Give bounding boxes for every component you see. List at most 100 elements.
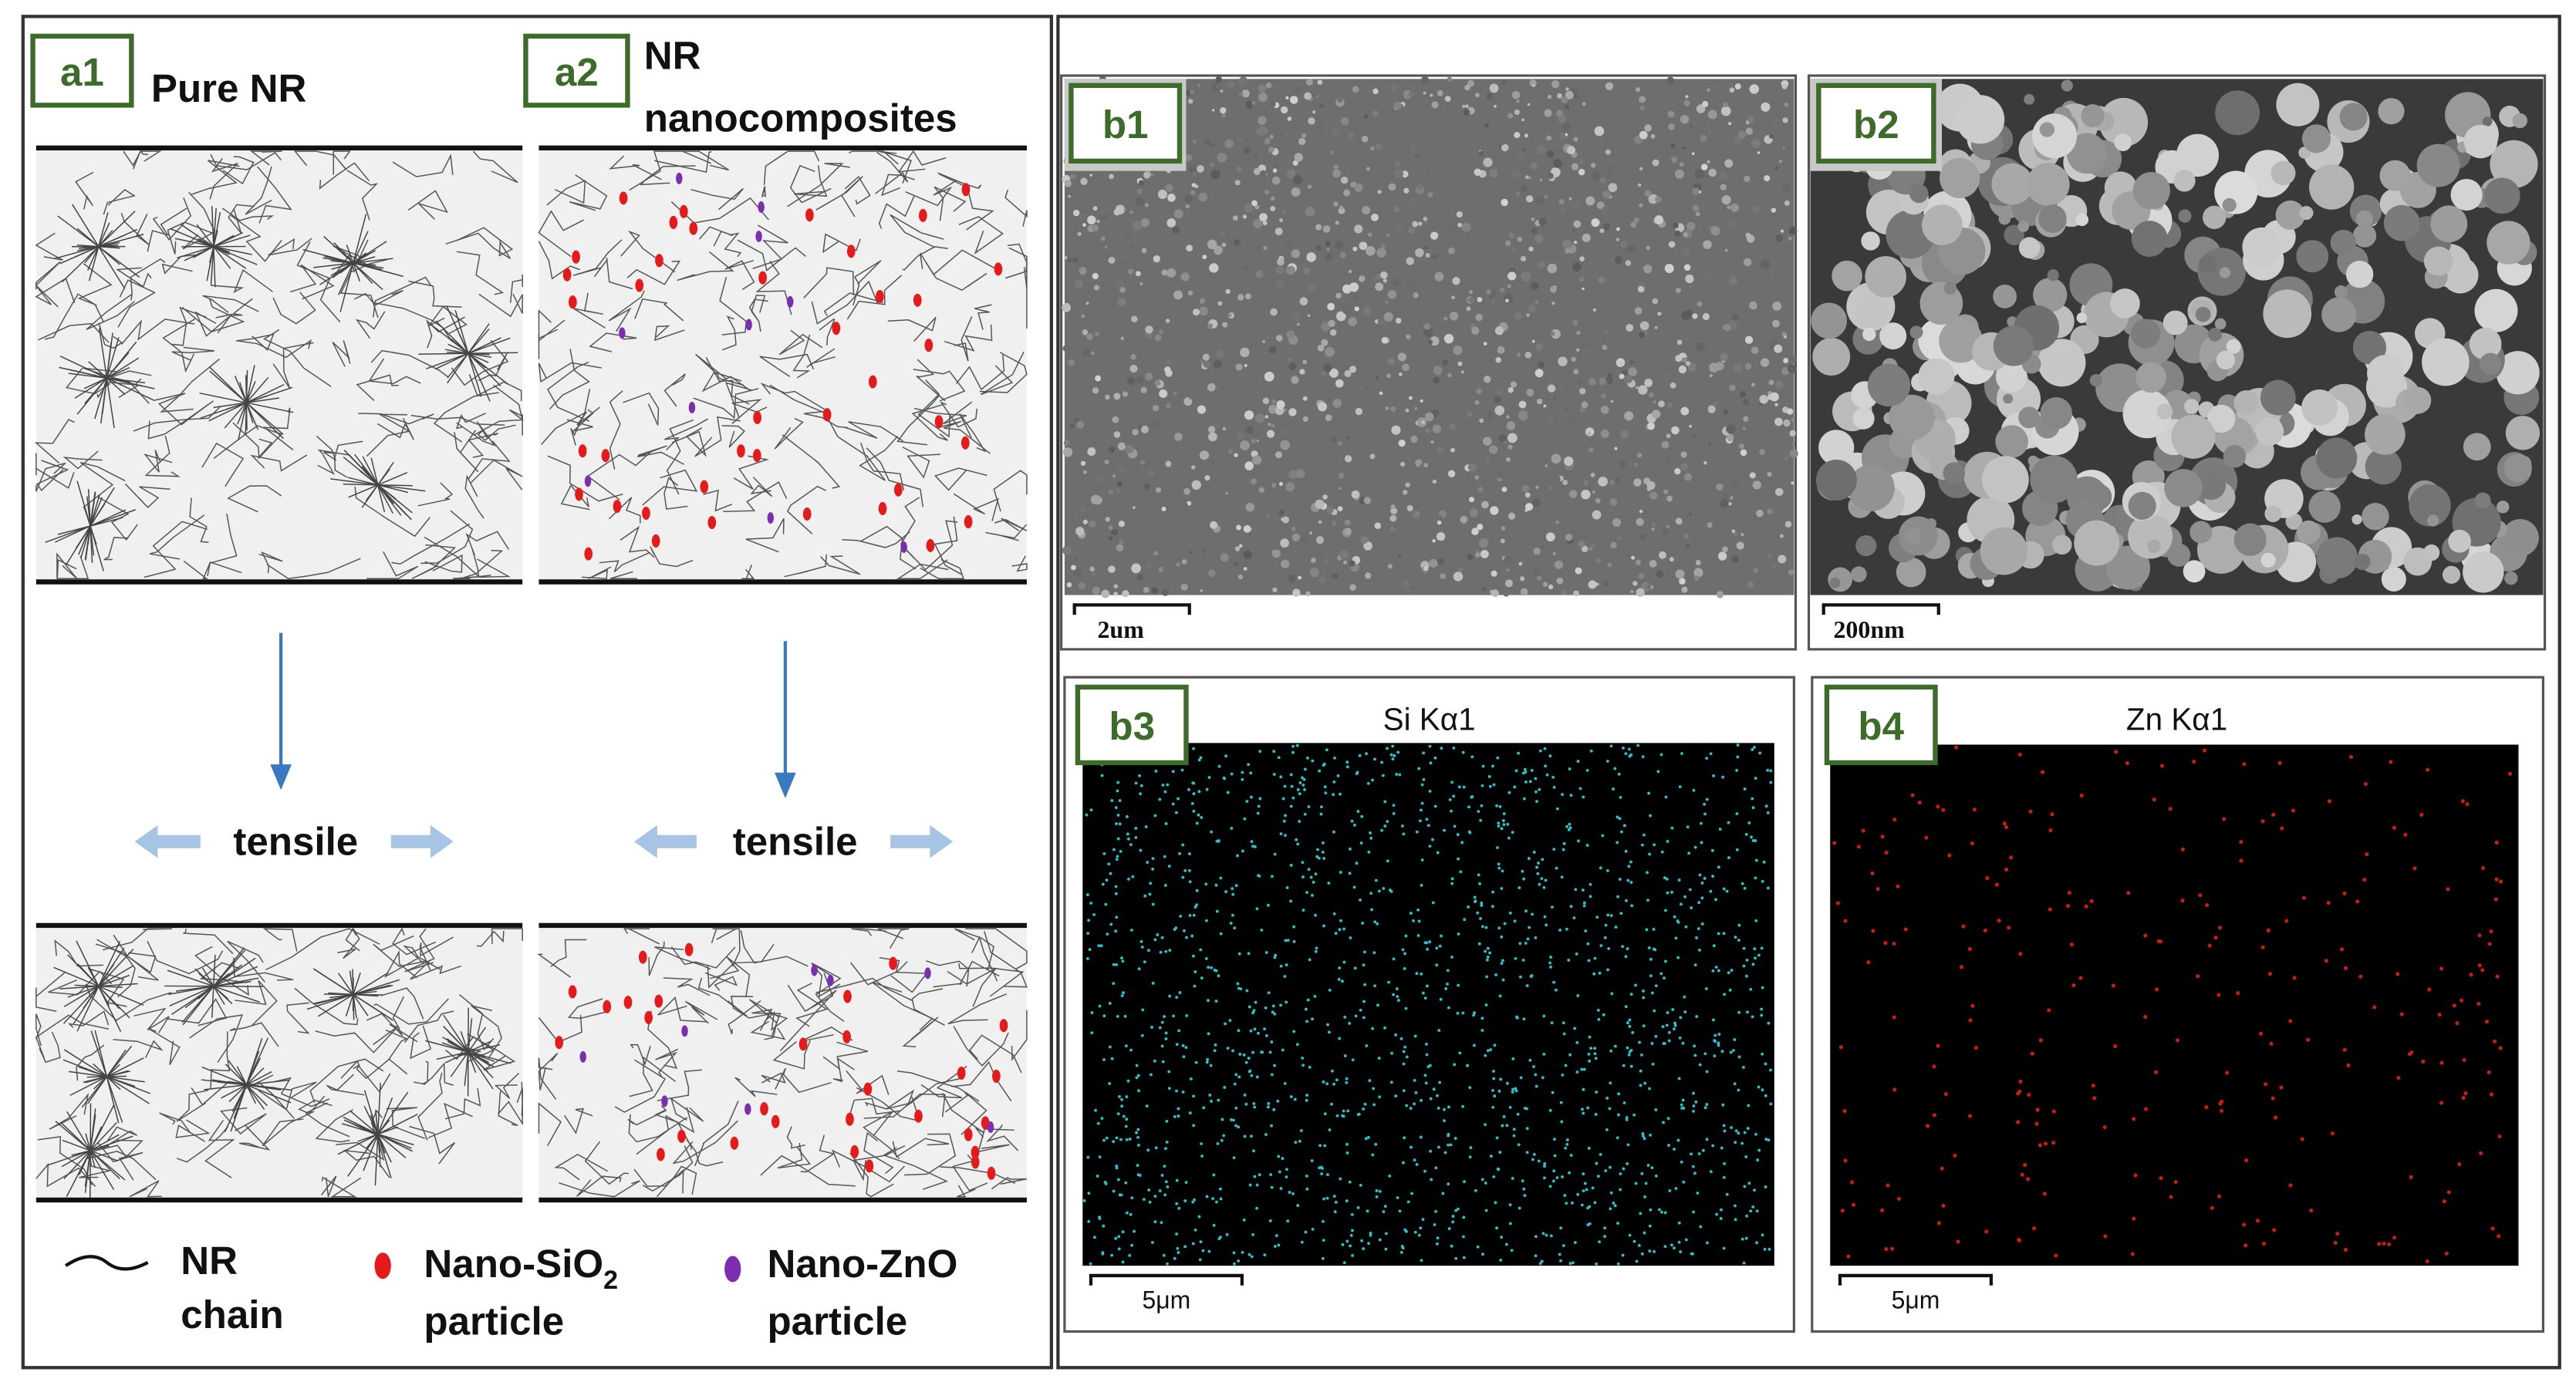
chain — [958, 216, 1004, 255]
chain — [695, 353, 744, 386]
si-signal — [1690, 1152, 1693, 1156]
si-signal — [1439, 997, 1443, 1001]
si-signal — [1125, 1095, 1129, 1099]
si-signal — [1253, 1175, 1257, 1178]
sem-grain — [1306, 78, 1313, 86]
si-signal — [1622, 746, 1625, 750]
zn-signal — [1871, 929, 1875, 933]
si-signal — [1417, 767, 1421, 770]
sem-grain — [1389, 526, 1396, 532]
si-signal — [1230, 827, 1234, 830]
sem-grain — [1671, 426, 1680, 435]
si-signal — [1636, 743, 1640, 747]
sem-grain — [1545, 532, 1555, 542]
si-signal — [1177, 1114, 1180, 1118]
si-signal — [1202, 1106, 1206, 1110]
sem-grain — [1079, 214, 1085, 220]
si-signal — [1315, 946, 1318, 950]
si-signal — [1597, 1017, 1601, 1021]
sem-grain — [1082, 223, 1086, 228]
si-signal — [1734, 1141, 1737, 1145]
sem-grain — [1483, 437, 1492, 446]
si-signal — [1409, 912, 1413, 915]
sem-grain — [1240, 139, 1244, 143]
sem-grain — [1179, 501, 1188, 511]
chain — [993, 470, 1028, 512]
left-panel — [21, 15, 1053, 1370]
sem-grain — [2167, 543, 2191, 567]
sem-grain — [1417, 221, 1423, 226]
si-signal — [1440, 747, 1443, 750]
chain — [411, 544, 457, 579]
si-signal — [1299, 1129, 1303, 1132]
si-signal — [1421, 1218, 1425, 1222]
si-signal — [1226, 1047, 1230, 1050]
si-signal — [1667, 1030, 1671, 1034]
si-signal — [1108, 1002, 1112, 1005]
si-signal — [1596, 1008, 1600, 1012]
si-signal — [1163, 1165, 1166, 1168]
si-signal — [1233, 1082, 1237, 1086]
sem-grain — [1381, 336, 1389, 344]
si-signal — [1356, 810, 1360, 814]
si-signal — [1478, 882, 1481, 885]
si-signal — [1247, 952, 1251, 956]
sem-grain — [1416, 183, 1424, 190]
si-signal — [1161, 1060, 1165, 1064]
sem-grain — [1161, 269, 1168, 276]
chain — [103, 537, 129, 561]
si-signal — [1338, 928, 1342, 932]
sem-grain — [1595, 497, 1601, 504]
si-signal — [1392, 957, 1396, 961]
sem-grain — [1339, 205, 1344, 210]
si-signal — [1632, 1239, 1636, 1243]
sem-grain — [1444, 96, 1451, 103]
si-signal — [1447, 1105, 1450, 1109]
zn-signal — [2114, 750, 2119, 754]
si-signal — [1722, 887, 1726, 891]
si-signal — [1146, 861, 1150, 865]
si-signal — [1359, 898, 1362, 902]
si-signal — [1474, 900, 1477, 903]
si-signal — [1713, 1039, 1717, 1043]
si-signal — [1681, 1041, 1685, 1045]
sem-grain — [1131, 563, 1141, 574]
zn-signal — [1932, 1113, 1936, 1118]
chain — [866, 447, 924, 507]
sem-grain — [1547, 263, 1558, 274]
si-signal — [1511, 1091, 1514, 1094]
chain — [774, 417, 804, 450]
sem-grain — [1119, 538, 1124, 544]
si-signal — [1215, 1200, 1218, 1204]
si-signal — [1571, 1261, 1575, 1265]
scale-bar — [1089, 1273, 1244, 1286]
si-signal — [1429, 1097, 1433, 1101]
sem-grain — [1197, 83, 1200, 87]
si-signal — [1334, 932, 1338, 936]
sem-grain — [1637, 183, 1642, 187]
si-signal — [1673, 915, 1676, 919]
sem-grain — [1474, 168, 1482, 176]
sem-grain — [1271, 399, 1277, 404]
si-signal — [1104, 902, 1108, 906]
si-signal — [1733, 1038, 1737, 1041]
scale-label: 2um — [1097, 616, 1144, 643]
sem-grain — [1291, 376, 1299, 384]
si-signal — [1380, 828, 1384, 832]
sem-grain — [1579, 256, 1585, 262]
sem-grain — [1707, 405, 1716, 413]
si-signal — [1285, 1168, 1288, 1172]
sem-grain — [1253, 167, 1261, 175]
si-signal — [1102, 852, 1106, 855]
zn-signal — [2047, 1008, 2051, 1013]
si-signal — [1491, 905, 1494, 909]
sem-grain — [1654, 215, 1664, 224]
sem-grain — [1531, 83, 1536, 87]
si-signal — [1274, 1234, 1278, 1238]
sem-grain — [1213, 359, 1222, 369]
zn-signal — [2260, 945, 2265, 949]
chain — [890, 214, 944, 248]
si-signal — [1105, 878, 1109, 882]
chain — [755, 261, 792, 315]
sem-grain — [1423, 327, 1433, 337]
